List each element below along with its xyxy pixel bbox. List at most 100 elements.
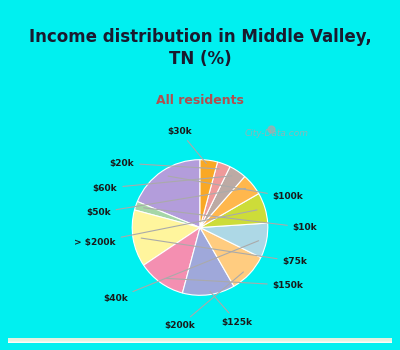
Text: $100k: $100k — [168, 176, 304, 202]
Bar — [8, 338, 392, 341]
Bar — [8, 340, 392, 343]
Wedge shape — [137, 160, 200, 228]
Bar — [8, 339, 392, 342]
Bar — [8, 339, 392, 341]
Bar — [8, 339, 392, 341]
Bar — [8, 339, 392, 342]
Text: $60k: $60k — [93, 176, 232, 193]
Bar — [8, 339, 392, 341]
Bar — [8, 341, 392, 343]
Bar — [8, 339, 392, 341]
Bar — [8, 338, 392, 341]
Bar — [8, 340, 392, 342]
Wedge shape — [182, 228, 234, 295]
Bar — [8, 340, 392, 342]
Text: > $200k: > $200k — [74, 210, 257, 247]
Wedge shape — [200, 160, 218, 228]
Bar — [8, 340, 392, 342]
Bar — [8, 338, 392, 341]
Bar — [8, 341, 392, 343]
Bar — [8, 339, 392, 341]
Bar — [8, 340, 392, 342]
Bar — [8, 340, 392, 342]
Wedge shape — [132, 210, 200, 265]
Bar — [8, 339, 392, 341]
Bar — [8, 341, 392, 343]
Bar — [8, 340, 392, 342]
Bar — [8, 341, 392, 343]
Bar — [8, 340, 392, 343]
Wedge shape — [200, 167, 245, 228]
Bar — [8, 339, 392, 341]
Bar — [8, 341, 392, 343]
Bar — [8, 340, 392, 343]
Bar — [8, 340, 392, 342]
Bar — [8, 339, 392, 341]
Bar — [8, 338, 392, 341]
Text: $200k: $200k — [164, 272, 244, 330]
Bar — [8, 340, 392, 342]
Bar — [8, 339, 392, 341]
Bar — [8, 340, 392, 342]
Bar — [8, 339, 392, 342]
Bar — [8, 340, 392, 342]
Text: $150k: $150k — [166, 278, 304, 290]
Bar — [8, 339, 392, 341]
Bar — [8, 339, 392, 342]
Bar — [8, 340, 392, 342]
Bar — [8, 340, 392, 342]
Bar — [8, 340, 392, 342]
Bar — [8, 340, 392, 343]
Bar — [8, 340, 392, 342]
Bar — [8, 340, 392, 342]
Wedge shape — [200, 162, 230, 228]
Bar — [8, 340, 392, 342]
Bar — [8, 340, 392, 342]
Bar — [8, 339, 392, 341]
Bar — [8, 339, 392, 342]
Wedge shape — [200, 194, 268, 228]
Bar — [8, 340, 392, 342]
Bar — [8, 340, 392, 342]
Bar — [8, 341, 392, 343]
Bar — [8, 341, 392, 343]
Text: All residents: All residents — [156, 94, 244, 107]
Bar — [8, 340, 392, 342]
Bar — [8, 341, 392, 343]
Wedge shape — [200, 228, 261, 286]
Bar — [8, 338, 392, 341]
Bar — [8, 340, 392, 342]
Bar — [8, 339, 392, 342]
Text: $10k: $10k — [144, 208, 318, 232]
Bar — [8, 341, 392, 343]
Bar — [8, 339, 392, 341]
Bar — [8, 341, 392, 343]
Bar — [8, 340, 392, 343]
Bar — [8, 339, 392, 341]
Bar — [8, 340, 392, 342]
Bar — [8, 339, 392, 342]
Bar — [8, 339, 392, 341]
Wedge shape — [200, 176, 259, 228]
Text: $30k: $30k — [167, 127, 206, 163]
Wedge shape — [200, 223, 268, 258]
Bar — [8, 341, 392, 343]
Bar — [8, 340, 392, 342]
Bar — [8, 339, 392, 341]
Text: $75k: $75k — [141, 238, 307, 266]
Bar — [8, 340, 392, 342]
Bar — [8, 339, 392, 341]
Bar — [8, 341, 392, 343]
Bar — [8, 341, 392, 343]
Bar — [8, 340, 392, 342]
Bar — [8, 339, 392, 342]
Bar — [8, 340, 392, 342]
Bar — [8, 341, 392, 343]
Bar — [8, 340, 392, 342]
Text: $125k: $125k — [210, 292, 253, 327]
Bar — [8, 340, 392, 342]
Bar — [8, 339, 392, 341]
Bar — [8, 338, 392, 341]
Text: Income distribution in Middle Valley,
TN (%): Income distribution in Middle Valley, TN… — [29, 28, 371, 68]
Bar — [8, 339, 392, 341]
